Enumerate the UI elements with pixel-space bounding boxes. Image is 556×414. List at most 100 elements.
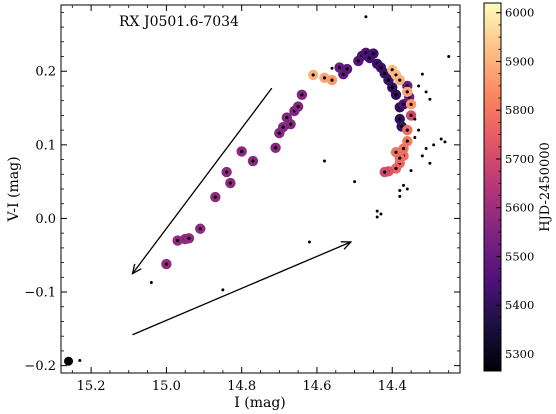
y-tick-label: 0.0 xyxy=(35,212,56,227)
data-point-center xyxy=(251,159,255,163)
data-point-center xyxy=(225,170,229,174)
black-dot xyxy=(322,159,326,163)
data-point-center xyxy=(330,78,334,82)
data-point-center xyxy=(409,102,413,106)
black-dot xyxy=(439,137,443,141)
data-point-center xyxy=(300,93,304,97)
trend-arrow xyxy=(131,87,273,275)
data-point-center xyxy=(394,93,398,97)
colorbar-label: HJD-2450000 xyxy=(538,142,553,232)
arrow-shaft xyxy=(131,87,273,275)
y-tick-label: −0.1 xyxy=(24,286,56,301)
colorbar-tick-label: 5500 xyxy=(505,249,534,263)
color-coded-points xyxy=(161,47,417,270)
plot-area: 15.2 15.0 14.8 14.6 14.4 −0.2 −0.1 0.0 0.1 0.2 R… xyxy=(24,4,461,394)
black-dot xyxy=(398,194,402,198)
data-point-center xyxy=(277,131,281,135)
data-point-center xyxy=(386,78,391,82)
data-point-center xyxy=(356,59,360,63)
colorbar-gradient xyxy=(483,2,502,372)
data-point-center xyxy=(341,72,345,76)
data-point-center xyxy=(364,51,368,55)
x-tick-label: 14.8 xyxy=(227,379,256,394)
black-dot xyxy=(405,187,409,191)
data-point-center xyxy=(273,146,278,150)
black-dot xyxy=(364,15,368,19)
large-black-dot xyxy=(64,356,74,366)
data-point-center xyxy=(213,195,217,199)
trend-arrow xyxy=(132,241,353,336)
data-point-center xyxy=(383,71,387,76)
data-point-center xyxy=(405,90,409,94)
arrow-head xyxy=(340,241,353,250)
x-tick-label: 15.0 xyxy=(152,379,181,394)
data-point-center xyxy=(281,125,285,129)
data-point-center xyxy=(198,227,202,231)
black-dot xyxy=(398,188,402,192)
colorbar-tick-label: 6000 xyxy=(505,6,534,20)
black-dot xyxy=(417,84,421,88)
black-dot xyxy=(417,128,421,132)
black-dots xyxy=(64,15,451,366)
y-axis-ticks: −0.2 −0.1 0.0 0.1 0.2 xyxy=(24,11,460,374)
data-point-center xyxy=(394,166,398,170)
colorbar-tick-label: 5800 xyxy=(505,103,534,117)
data-point-center xyxy=(337,65,342,70)
x-axis-ticks: 15.2 15.0 14.8 14.6 14.4 xyxy=(71,5,450,394)
colorbar: 5300 5400 5500 5600 5700 5800 5900 6000 HJD-245… xyxy=(483,2,553,372)
black-dot xyxy=(424,147,428,151)
black-dot xyxy=(432,143,436,147)
black-dot xyxy=(402,183,406,187)
data-point-center xyxy=(401,146,406,151)
black-dot xyxy=(413,135,417,139)
data-point-center xyxy=(379,65,383,70)
data-point-center xyxy=(176,238,180,243)
arrow-head xyxy=(131,263,142,275)
data-point-center xyxy=(394,150,398,154)
black-dot xyxy=(420,154,424,158)
black-dot xyxy=(307,240,311,244)
data-point-center xyxy=(401,102,406,106)
data-point-center xyxy=(289,122,293,126)
black-dot xyxy=(428,97,432,101)
colorbar-tick-label: 5300 xyxy=(505,347,534,361)
data-point-center xyxy=(398,156,402,160)
y-tick-label: 0.2 xyxy=(35,65,56,80)
colorbar-ticks: 5300 5400 5500 5600 5700 5800 5900 6000 xyxy=(496,6,534,367)
black-dot xyxy=(447,55,451,59)
black-dot xyxy=(420,72,424,76)
black-dot xyxy=(375,215,379,219)
black-dot xyxy=(413,117,417,121)
black-dot xyxy=(428,161,432,165)
data-point-center xyxy=(398,78,402,82)
black-dot xyxy=(409,169,413,173)
black-dot xyxy=(353,180,357,184)
data-point-center xyxy=(394,73,398,77)
data-point-center xyxy=(398,117,402,121)
plot-frame xyxy=(61,5,460,373)
data-point-center xyxy=(345,67,349,71)
x-tick-label: 15.2 xyxy=(77,379,106,394)
black-dot xyxy=(330,66,334,70)
data-point-center xyxy=(285,116,289,120)
black-dot xyxy=(221,288,225,292)
data-point-center xyxy=(390,68,394,72)
data-point-center xyxy=(390,85,394,90)
data-point-center xyxy=(164,262,168,266)
data-point-center xyxy=(228,181,232,185)
colorbar-tick-label: 5400 xyxy=(505,298,534,312)
black-dot xyxy=(149,280,153,284)
data-point-center xyxy=(296,104,300,109)
data-point-center xyxy=(371,51,376,56)
y-tick-label: −0.2 xyxy=(24,359,56,374)
data-point-center xyxy=(322,76,327,80)
data-point-center xyxy=(400,124,404,129)
arrow-shaft xyxy=(132,241,352,336)
black-dot xyxy=(78,358,82,362)
data-point-center xyxy=(405,128,409,132)
data-point-center xyxy=(187,236,191,240)
colorbar-tick-label: 5700 xyxy=(505,152,534,166)
x-tick-label: 14.6 xyxy=(302,379,331,394)
black-dot xyxy=(379,212,383,216)
